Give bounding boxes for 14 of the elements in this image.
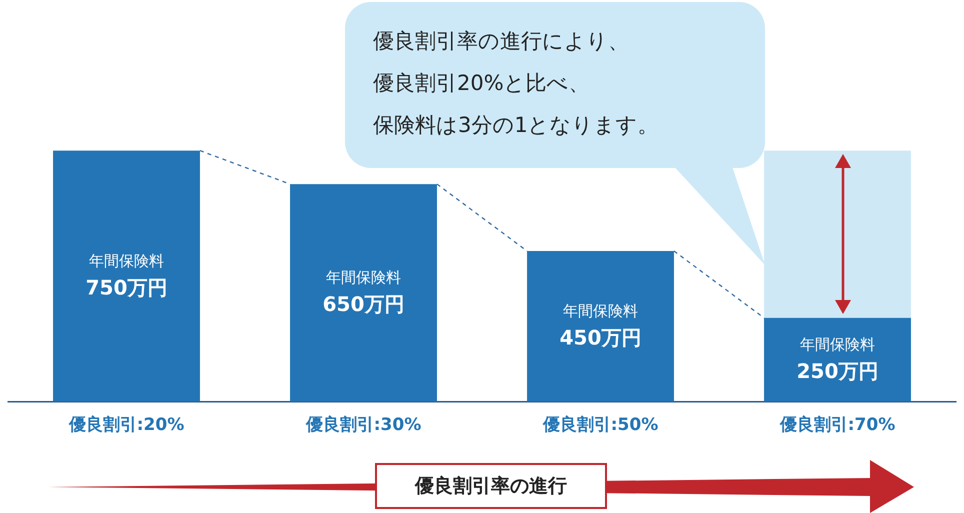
data-label: 年間保険料 650万円 <box>322 268 404 316</box>
bar <box>764 318 911 402</box>
text: 優良割引率の進行 <box>375 463 607 509</box>
data-label: 年間保険料 450万円 <box>560 302 642 350</box>
bar <box>290 184 437 402</box>
x-tick-label: 優良割引:50% <box>542 415 658 436</box>
x-tick-label: 優良割引:30% <box>304 415 422 436</box>
data-label: 年間保険料 250万円 <box>796 336 878 383</box>
text: 優良割引率の進行により、優良割引20%と比べ、保険料は3分の1となります。 <box>373 28 660 139</box>
x-tick-label: 優良割引:70% <box>778 415 896 436</box>
bar <box>53 150 200 402</box>
x-tick-label: 優良割引:20% <box>68 415 184 436</box>
data-label: 年間保険料 750万円 <box>86 252 168 300</box>
bar <box>527 251 674 402</box>
